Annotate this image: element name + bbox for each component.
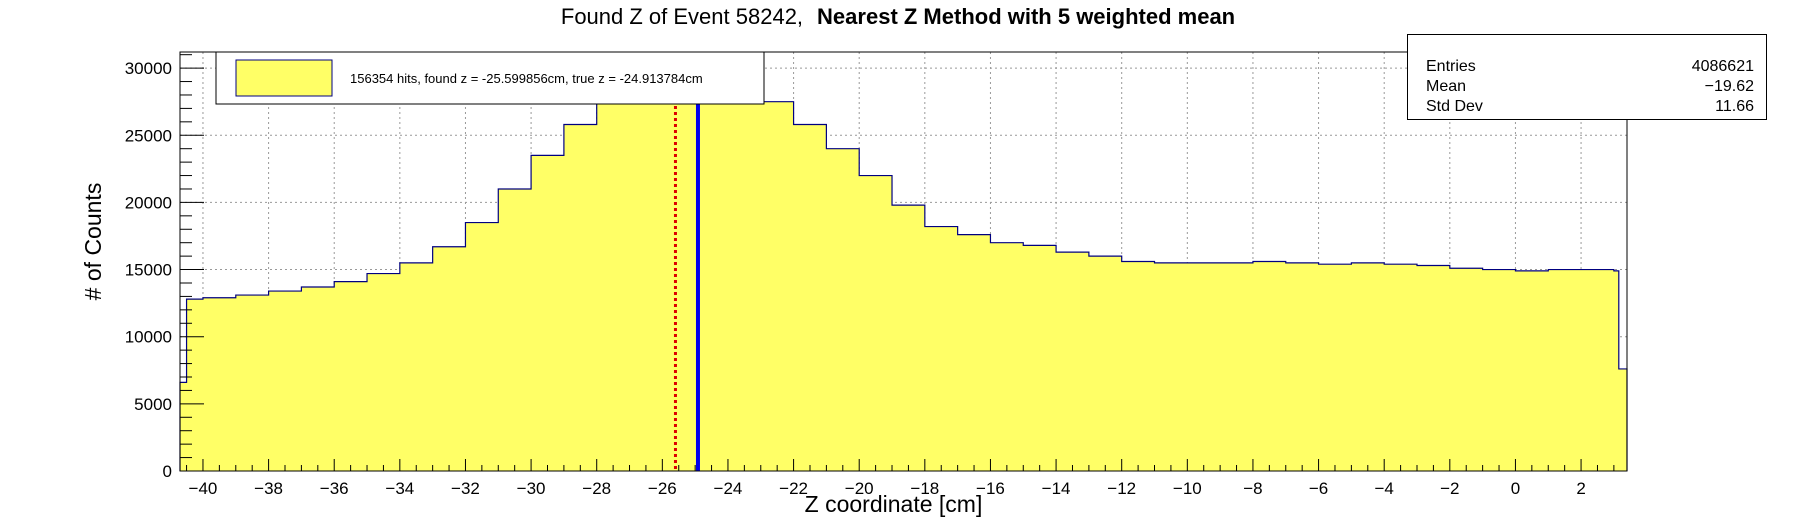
x-tick-label: −26 [648, 479, 677, 498]
stats-mean-row: Mean −19.62 [1416, 78, 1754, 98]
x-tick-label: −38 [254, 479, 283, 498]
y-axis: 0 5000 10000 15000 20000 25000 30000 [125, 54, 204, 481]
stats-entries-label: Entries [1426, 58, 1476, 75]
chart-title: Found Z of Event 58242, Nearest Z Method … [0, 4, 1796, 30]
x-tick-label: −4 [1374, 479, 1393, 498]
x-tick-label: −6 [1309, 479, 1328, 498]
y-tick-label: 0 [163, 462, 172, 481]
x-tick-label: −12 [1107, 479, 1136, 498]
x-tick-label: −20 [845, 479, 874, 498]
x-tick-label: −28 [582, 479, 611, 498]
x-tick-label: −18 [910, 479, 939, 498]
x-tick-label: −40 [189, 479, 218, 498]
x-axis: −40 −38 −36 −34 −32 −30 −28 −26 −24 −22 −20 −18 −16−… [186, 459, 1615, 498]
x-tick-label: −24 [714, 479, 743, 498]
x-tick-label: −16 [976, 479, 1005, 498]
legend-label: 156354 hits, found z = -25.599856cm, tru… [350, 71, 703, 86]
stats-stddev-value: 11.66 [1715, 98, 1754, 115]
x-tick-label: −2 [1440, 479, 1459, 498]
title-method: Nearest Z Method with 5 weighted mean [817, 4, 1236, 29]
stats-entries-row: Entries 4086621 [1416, 58, 1754, 78]
x-tick-label: −36 [320, 479, 349, 498]
stats-stddev-label: Std Dev [1426, 98, 1483, 115]
x-tick-label: −30 [517, 479, 546, 498]
histogram-outline [179, 63, 1628, 471]
marker-lines [673, 52, 700, 471]
x-tick-label: −34 [385, 479, 414, 498]
stats-entries-value: 4086621 [1691, 58, 1754, 75]
x-tick-label: −14 [1042, 479, 1071, 498]
y-tick-label: 10000 [125, 328, 172, 347]
y-tick-label: 20000 [125, 193, 172, 212]
plot-frame [179, 51, 1628, 472]
y-tick-label: 30000 [125, 59, 172, 78]
y-tick-label: 5000 [134, 395, 172, 414]
x-tick-label: −22 [779, 479, 808, 498]
x-axis-label: Z coordinate [cm] [805, 491, 983, 517]
x-tick-label: −10 [1173, 479, 1202, 498]
stats-mean-label: Mean [1426, 78, 1467, 95]
stats-box: Entries 4086621 Mean −19.62 Std Dev 11.6… [1407, 34, 1767, 120]
histogram-fill [180, 64, 1627, 471]
y-tick-label: 25000 [125, 126, 172, 145]
y-axis-label: # of Counts [80, 183, 106, 301]
x-tick-label: −8 [1243, 479, 1262, 498]
legend-box: 156354 hits, found z = -25.599856cm, tru… [215, 51, 765, 105]
x-tick-label: −32 [451, 479, 480, 498]
y-tick-label: 15000 [125, 261, 172, 280]
stats-stddev-row: Std Dev 11.66 [1416, 98, 1754, 118]
stats-mean-value: −19.62 [1704, 78, 1754, 95]
x-tick-label: 2 [1576, 479, 1585, 498]
legend-swatch [235, 59, 333, 97]
x-tick-label: 0 [1511, 479, 1520, 498]
title-main: Found Z of Event 58242, [560, 4, 804, 29]
